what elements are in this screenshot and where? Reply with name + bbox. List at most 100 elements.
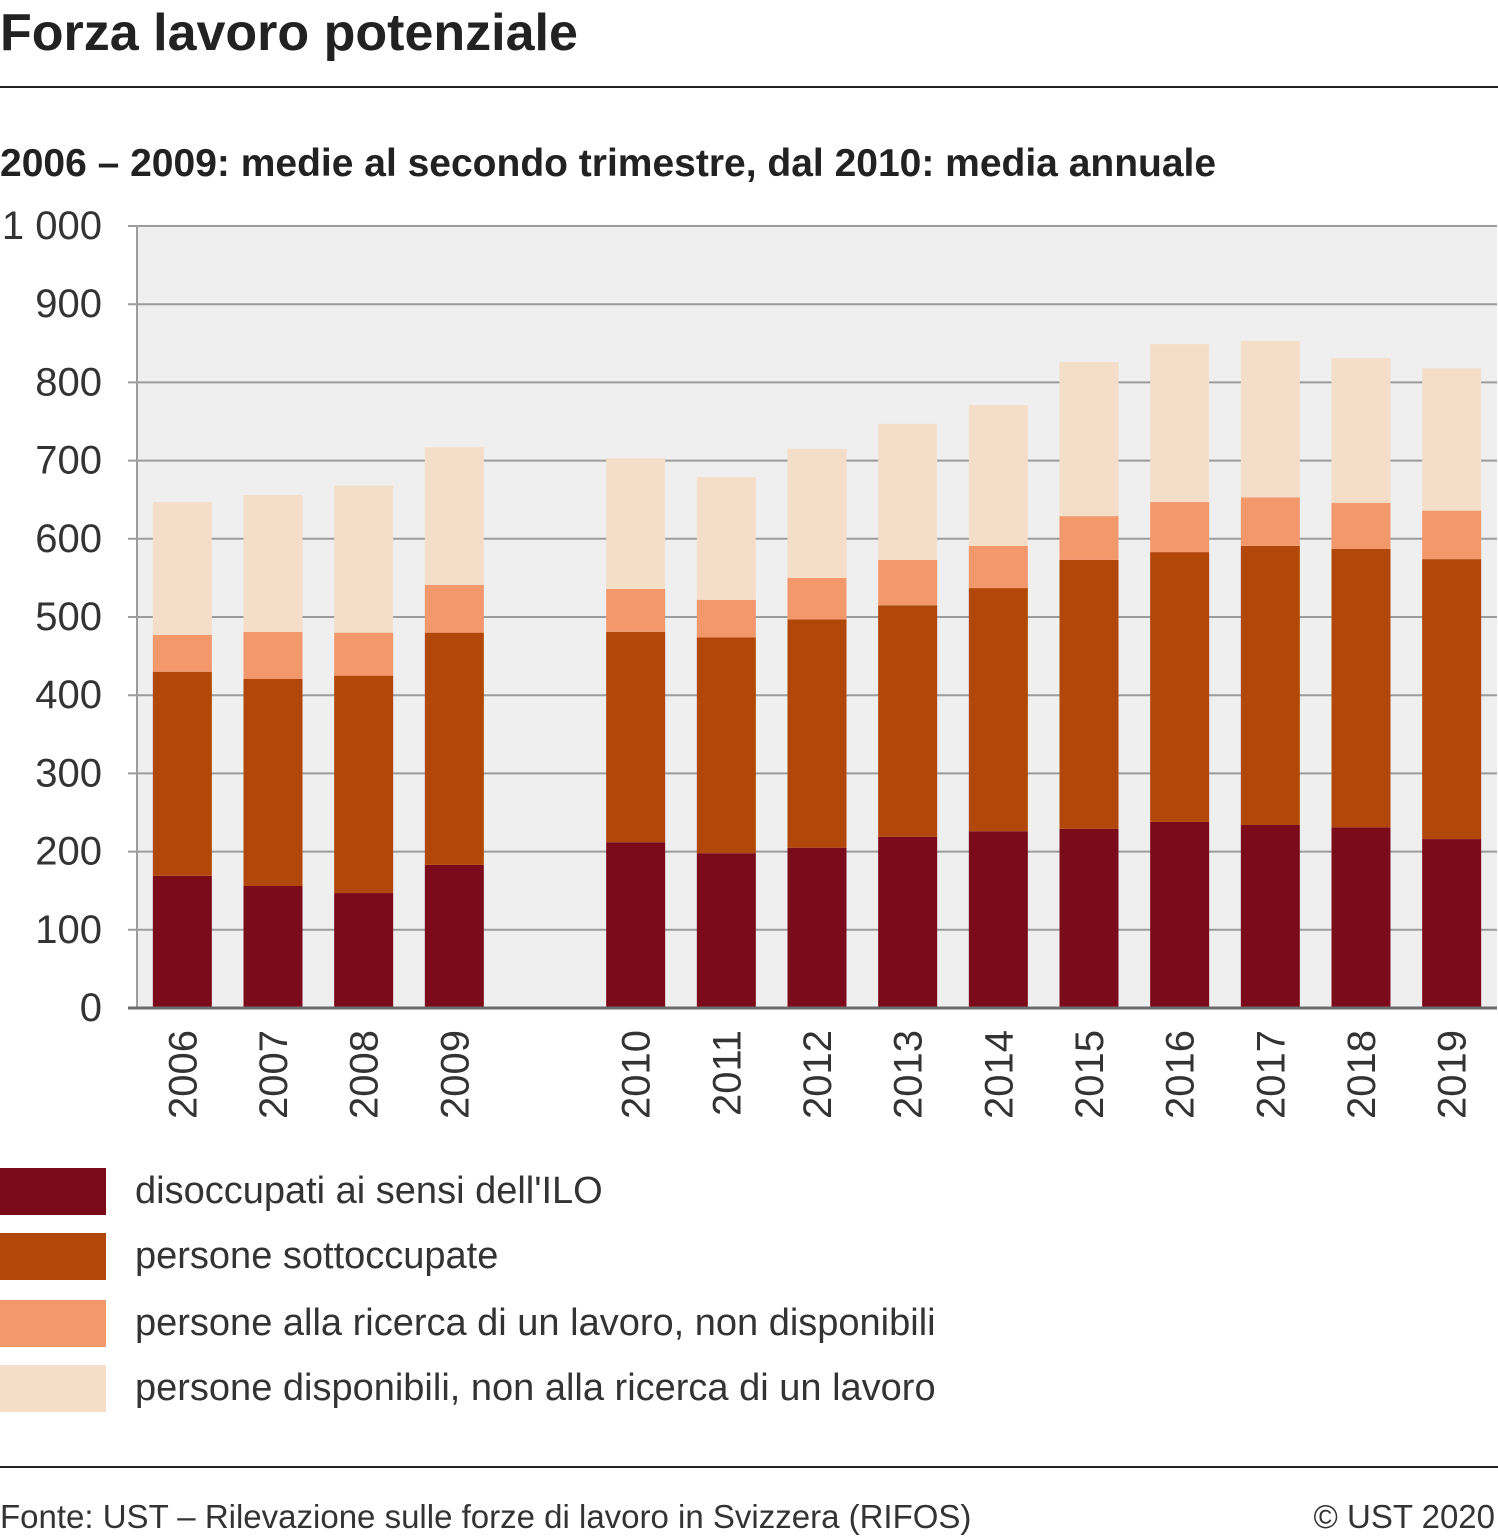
bar-ricerca-non-disponibili: [1331, 502, 1391, 549]
y-tick-label: 500: [35, 595, 102, 639]
bar-ricerca-non-disponibili: [1059, 516, 1119, 560]
y-tick-label: 700: [35, 439, 102, 483]
bar-ricerca-non-disponibili: [1422, 510, 1482, 560]
bar-disoccupati: [152, 875, 212, 1008]
x-tick-label: 2019: [1431, 1030, 1475, 1119]
y-tick-label: 600: [35, 517, 102, 561]
legend-label: persone disponibili, non alla ricerca di…: [135, 1367, 936, 1409]
bar-sottoccupate: [152, 671, 212, 876]
x-tick-label: 2014: [977, 1030, 1021, 1119]
bar-disponibili-non-ricerca: [968, 405, 1028, 546]
bar-disponibili-non-ricerca: [1240, 340, 1300, 498]
bar-ricerca-non-disponibili: [243, 631, 303, 679]
x-tick-label: 2009: [433, 1030, 477, 1119]
y-tick-label: 300: [35, 751, 102, 795]
bar-ricerca-non-disponibili: [152, 634, 212, 672]
y-tick-label: 400: [35, 673, 102, 717]
legend-item: persone disponibili, non alla ricerca di…: [0, 1365, 936, 1412]
x-tick-label: 2012: [796, 1030, 840, 1119]
legend-swatch: [0, 1365, 106, 1412]
bar-sottoccupate: [1240, 545, 1300, 826]
bar-sottoccupate: [878, 605, 938, 837]
bar-sottoccupate: [424, 632, 484, 865]
legend-label: disoccupati ai sensi dell'ILO: [135, 1170, 603, 1212]
legend-label: persone alla ricerca di un lavoro, non d…: [135, 1302, 936, 1344]
bar-sottoccupate: [696, 637, 756, 854]
bar-ricerca-non-disponibili: [968, 545, 1028, 589]
x-tick-label: 2006: [161, 1030, 205, 1119]
y-tick-label: 0: [80, 986, 102, 1030]
x-tick-label: 2015: [1068, 1030, 1112, 1119]
bar-disponibili-non-ricerca: [334, 485, 394, 633]
x-tick-label: 2016: [1159, 1030, 1203, 1119]
legend-swatch: [0, 1168, 106, 1215]
bar-disoccupati: [1331, 827, 1391, 1008]
bar-ricerca-non-disponibili: [1150, 502, 1210, 553]
x-tick-label: 2017: [1249, 1030, 1293, 1119]
chart-svg: 0 100 200 300 400 500 600 700 800 900 1 000 2006 200…: [2, 204, 1497, 1119]
bar-disponibili-non-ricerca: [152, 502, 212, 635]
y-tick-label: 1 000: [2, 204, 102, 248]
bar-disponibili-non-ricerca: [1422, 368, 1482, 511]
bar-disponibili-non-ricerca: [696, 477, 756, 600]
x-tick-label: 2008: [343, 1030, 387, 1119]
bar-disponibili-non-ricerca: [424, 447, 484, 585]
bar-disoccupati: [696, 853, 756, 1008]
bar-disponibili-non-ricerca: [878, 423, 938, 560]
bar-disponibili-non-ricerca: [243, 495, 303, 632]
bar-disoccupati: [1240, 825, 1300, 1008]
legend-item: persone alla ricerca di un lavoro, non d…: [0, 1300, 936, 1347]
x-tick-label: 2007: [252, 1030, 296, 1119]
bar-disoccupati: [606, 842, 666, 1008]
x-tick-label: 2011: [705, 1030, 749, 1116]
chart-subtitle: 2006 – 2009: medie al secondo trimestre,…: [0, 142, 1217, 185]
title-rule: [0, 86, 1498, 88]
chart-title: Forza lavoro potenziale: [0, 4, 578, 62]
y-tick-label: 900: [35, 282, 102, 326]
bar-ricerca-non-disponibili: [1240, 497, 1300, 546]
bar-sottoccupate: [1422, 559, 1482, 840]
legend-item: disoccupati ai sensi dell'ILO: [0, 1168, 603, 1215]
bar-disoccupati: [243, 886, 303, 1008]
bar-sottoccupate: [968, 588, 1028, 832]
bar-sottoccupate: [243, 678, 303, 887]
bar-ricerca-non-disponibili: [696, 599, 756, 638]
bar-ricerca-non-disponibili: [606, 588, 666, 632]
legend-item: persone sottoccupate: [0, 1233, 498, 1280]
y-tick-label: 100: [35, 908, 102, 952]
y-tick-label: 200: [35, 830, 102, 874]
bar-disponibili-non-ricerca: [787, 448, 847, 578]
legend-swatch: [0, 1300, 106, 1347]
bar-disoccupati: [334, 893, 394, 1008]
bar-sottoccupate: [606, 631, 666, 843]
bar-sottoccupate: [1331, 548, 1391, 828]
x-tick-label: 2018: [1340, 1030, 1384, 1119]
bar-ricerca-non-disponibili: [424, 584, 484, 633]
legend-label: persone sottoccupate: [135, 1235, 499, 1277]
bar-disponibili-non-ricerca: [606, 458, 666, 589]
bar-disoccupati: [1150, 821, 1210, 1008]
source-note: Fonte: UST – Rilevazione sulle forze di …: [0, 1498, 972, 1535]
bar-disponibili-non-ricerca: [1150, 344, 1210, 503]
bar-disoccupati: [878, 836, 938, 1008]
footer-rule: [0, 1466, 1498, 1468]
legend-swatch: [0, 1233, 106, 1280]
bar-ricerca-non-disponibili: [878, 559, 938, 606]
bar-sottoccupate: [1059, 559, 1119, 829]
bar-sottoccupate: [334, 675, 394, 894]
x-tick-label: 2010: [615, 1030, 659, 1119]
bar-sottoccupate: [787, 619, 847, 848]
bar-disoccupati: [1422, 839, 1482, 1008]
bar-disoccupati: [968, 831, 1028, 1008]
bar-disponibili-non-ricerca: [1059, 362, 1119, 517]
bar-ricerca-non-disponibili: [787, 577, 847, 620]
y-tick-label: 800: [35, 360, 102, 404]
bar-disoccupati: [1059, 828, 1119, 1008]
bar-ricerca-non-disponibili: [334, 632, 394, 676]
bar-disoccupati: [787, 847, 847, 1008]
copyright-note: © UST 2020: [1313, 1498, 1495, 1535]
x-tick-label: 2013: [887, 1030, 931, 1119]
bar-sottoccupate: [1150, 552, 1210, 822]
bar-disponibili-non-ricerca: [1331, 358, 1391, 503]
bar-disoccupati: [424, 864, 484, 1008]
